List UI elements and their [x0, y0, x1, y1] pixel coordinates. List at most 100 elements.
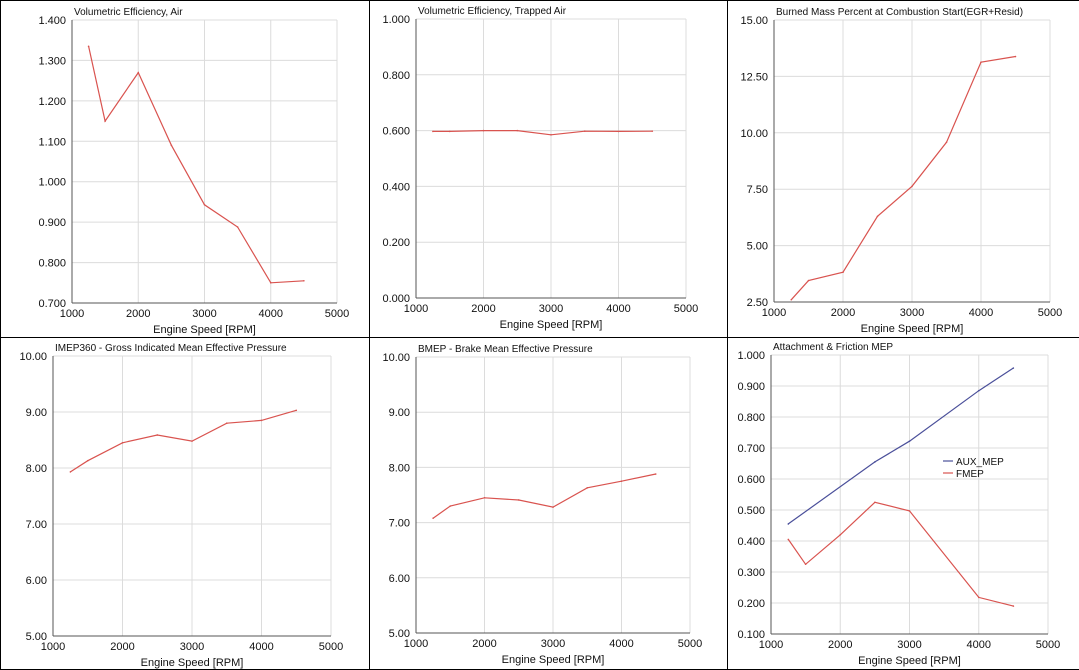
data-point: [874, 501, 876, 504]
x-tick-label: 2000: [471, 303, 495, 315]
x-tick-label: 4000: [249, 641, 273, 653]
data-point: [654, 473, 657, 475]
x-tick-label: 5000: [325, 308, 349, 320]
data-point: [69, 471, 72, 473]
y-tick-label: 1.100: [38, 136, 66, 148]
y-tick-label: 0.800: [737, 412, 765, 424]
chart-title: BMEP - Brake Mean Effective Pressure: [418, 344, 593, 355]
data-point: [977, 389, 980, 392]
data-point: [552, 506, 554, 508]
y-tick-label: 9.00: [389, 407, 410, 419]
data-point: [583, 130, 586, 132]
x-tick-label: 1000: [759, 639, 783, 651]
y-tick-label: 0.700: [38, 298, 66, 310]
x-tick-label: 1000: [404, 303, 428, 315]
data-point: [86, 459, 89, 462]
data-point: [586, 487, 589, 489]
data-point: [908, 440, 911, 442]
y-tick-label: 5.00: [26, 631, 47, 643]
x-tick-label: 1000: [762, 307, 786, 319]
chart-svg: 0.100 0.200 0.300 0.400 0.500 0.600 0.700 0.800…: [737, 342, 1060, 667]
data-point: [790, 298, 793, 301]
data-point: [908, 510, 911, 512]
y-tick-label: 9.00: [26, 407, 47, 419]
data-point: [225, 422, 228, 424]
data-point: [87, 45, 90, 48]
x-tick-label: 1000: [41, 641, 65, 653]
data-point: [482, 129, 485, 132]
data-point: [1012, 605, 1015, 607]
data-point: [550, 133, 552, 136]
y-tick-label: 10.00: [382, 352, 410, 364]
x-tick-label: 4000: [969, 307, 993, 319]
data-point: [1012, 367, 1015, 369]
x-axis-label: Engine Speed [RPM]: [502, 654, 605, 666]
x-tick-label: 3000: [539, 303, 563, 315]
y-tick-label: 7.00: [26, 519, 47, 531]
y-tick-label: 6.00: [389, 573, 410, 585]
x-axis-label: Engine Speed [RPM]: [141, 657, 244, 669]
y-tick-label: 1.000: [38, 177, 66, 189]
data-point: [203, 203, 206, 206]
chart-svg: 5.00 6.00 7.00 8.00 9.00 10.00 1000 2000 3000 400…: [19, 343, 343, 669]
x-tick-label: 4000: [259, 308, 283, 320]
y-tick-label: 0.100: [737, 629, 765, 641]
y-tick-label: 1.000: [382, 14, 410, 26]
y-tick-label: 8.00: [389, 462, 410, 474]
y-tick-label: 10.00: [740, 128, 768, 140]
data-point: [191, 440, 193, 442]
series-line: [432, 473, 656, 519]
x-tick-label: 3000: [192, 308, 216, 320]
y-tick-label: 1.200: [38, 96, 66, 108]
series-line: [432, 130, 653, 136]
x-axis-label: Engine Speed [RPM]: [858, 655, 961, 667]
data-point: [804, 563, 807, 566]
data-point: [1014, 55, 1017, 58]
y-tick-label: 0.500: [737, 505, 765, 517]
data-point: [137, 71, 140, 74]
data-point: [839, 534, 842, 536]
y-tick-label: 0.900: [38, 217, 66, 229]
data-point: [617, 130, 620, 133]
x-tick-label: 1000: [60, 308, 84, 320]
y-tick-label: 1.400: [38, 15, 66, 27]
data-point: [980, 61, 982, 63]
series-line: [790, 55, 1016, 301]
chart-title: Attachment & Friction MEP: [773, 342, 893, 353]
data-point: [236, 226, 239, 228]
x-tick-label: 5000: [674, 303, 698, 315]
x-tick-label: 2000: [472, 638, 496, 650]
data-point: [842, 271, 844, 274]
data-point: [911, 185, 913, 188]
x-tick-label: 4000: [967, 639, 991, 651]
chart-title: Volumetric Efficiency, Trapped Air: [418, 6, 567, 17]
x-tick-label: 4000: [606, 303, 630, 315]
y-tick-label: 0.000: [382, 293, 410, 305]
y-tick-label: 2.50: [747, 297, 768, 309]
x-axis-label: Engine Speed [RPM]: [500, 319, 603, 331]
y-tick-label: 0.800: [382, 70, 410, 82]
y-tick-label: 10.00: [19, 351, 47, 363]
x-tick-label: 2000: [110, 641, 134, 653]
data-point: [651, 130, 654, 132]
chart-svg: 0.000 0.200 0.400 0.600 0.800 1.000 1000 2000 30…: [382, 6, 698, 331]
x-tick-label: 5000: [319, 641, 343, 653]
legend-label: FMEP: [956, 469, 984, 480]
x-tick-label: 1000: [404, 638, 428, 650]
y-tick-label: 1.000: [737, 350, 765, 362]
chart-panel-friction-mep: 0.100 0.200 0.300 0.400 0.500 0.600 0.700 0.800…: [728, 338, 1079, 669]
y-tick-label: 0.600: [382, 126, 410, 138]
series-line: [787, 501, 1014, 607]
y-tick-label: 5.00: [747, 241, 768, 253]
data-point: [945, 141, 948, 144]
data-point: [483, 496, 486, 499]
chart-panel-imep360: 5.00 6.00 7.00 8.00 9.00 10.00 1000 2000 3000 400…: [1, 338, 369, 669]
series-line: [70, 409, 297, 473]
data-point: [104, 120, 106, 122]
x-tick-label: 5000: [678, 638, 702, 650]
data-point: [977, 596, 980, 599]
data-point: [876, 215, 879, 218]
chart-title: IMEP360 - Gross Indicated Mean Effective…: [55, 343, 287, 354]
data-point: [516, 129, 519, 132]
chart-svg: 0.700 0.800 0.900 1.000 1.100 1.200 1.300 1.400…: [38, 7, 349, 336]
